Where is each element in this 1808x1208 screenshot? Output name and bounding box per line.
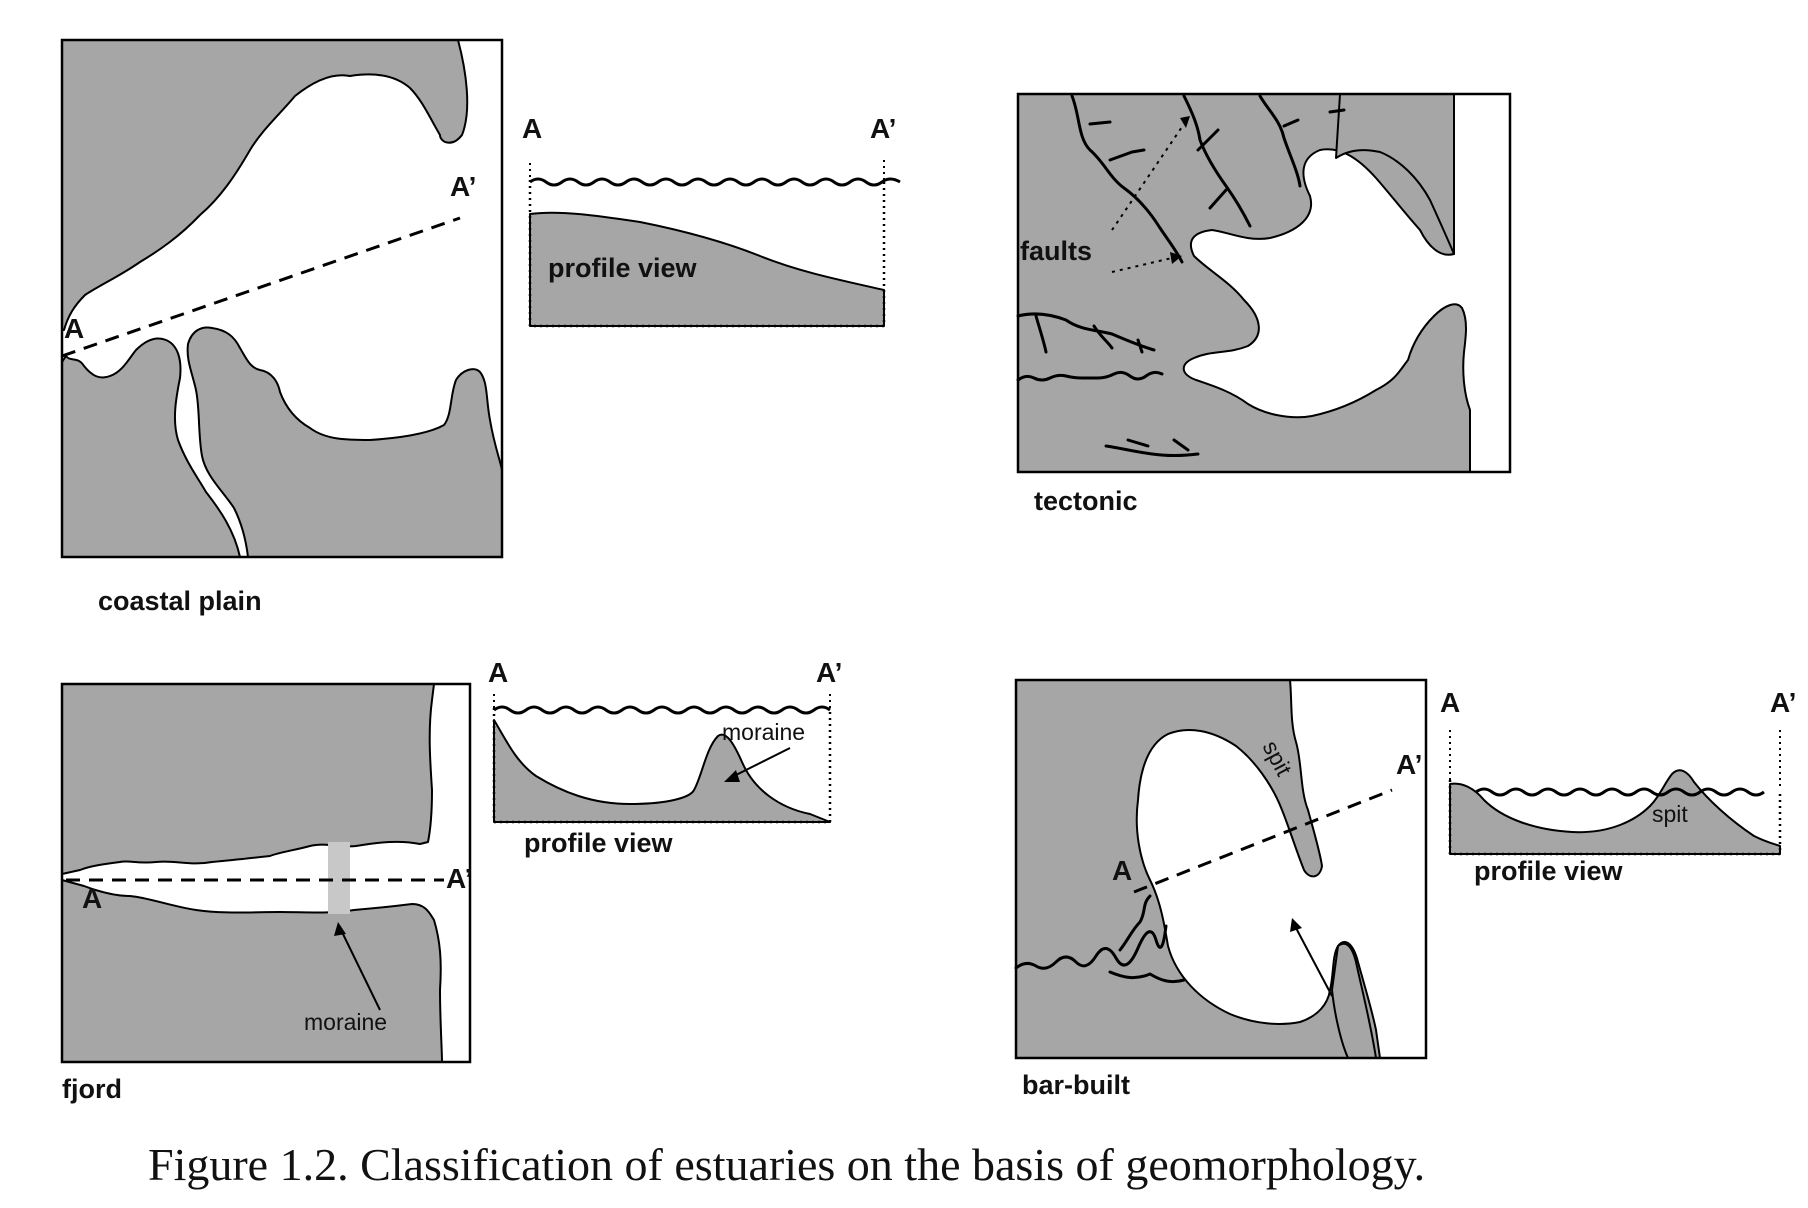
fjord-profile: A A’ moraine profile view	[488, 657, 842, 858]
tectonic-fault-5	[1034, 314, 1144, 354]
coastal-plain-profile-frame	[528, 180, 886, 328]
coastal-plain-profile-a-prime: A’	[870, 113, 896, 144]
coastal-plain-transect-line	[61, 216, 461, 358]
tectonic-north-shore	[1335, 93, 1455, 255]
bar-built-panel: A A’ spit bar-built A A’ spit profile vi…	[1014, 678, 1796, 1100]
coastal-plain-profile-bottom	[529, 211, 885, 327]
tectonic-fault-2	[1182, 94, 1252, 228]
fjord-profile-frame	[492, 708, 832, 824]
faults-arrow-lower-head	[1170, 252, 1182, 264]
fjord-map-frame	[60, 682, 472, 1064]
tectonic-label: tectonic	[1034, 486, 1138, 516]
fjord-moraine-shade	[328, 842, 350, 914]
fjord-south-land	[61, 879, 443, 1063]
bar-built-spit-arrow	[1295, 927, 1333, 997]
coastal-plain-water-surface	[529, 177, 901, 187]
coastal-plain-profile: A A’ profile view	[522, 113, 901, 328]
tectonic-fault-4	[1016, 312, 1156, 352]
bar-built-profile-a: A	[1440, 687, 1460, 718]
fjord-profile-label: profile view	[524, 828, 674, 858]
fjord-profile-bottom	[493, 719, 831, 823]
coastal-plain-point-a: A	[64, 313, 84, 344]
fjord-panel: A A’ moraine fjord A A’ moraine profile …	[60, 657, 842, 1104]
tectonic-fault-3	[1258, 94, 1302, 188]
fjord-north-land	[61, 683, 435, 875]
coastal-plain-profile-label: profile view	[548, 253, 698, 283]
coastal-plain-map-frame	[60, 38, 504, 559]
bar-built-profile-a-prime: A’	[1770, 687, 1796, 718]
fjord-profile-moraine-label: moraine	[722, 719, 805, 745]
faults-label: faults	[1020, 236, 1092, 266]
fjord-profile-a: A	[488, 657, 508, 688]
fjord-point-a-prime: A’	[446, 863, 472, 894]
fjord-profile-a-prime: A’	[816, 657, 842, 688]
bar-built-profile-frame	[1448, 780, 1782, 856]
fjord-profile-moraine-arrow	[733, 747, 791, 777]
bar-built-river-branch	[1118, 894, 1152, 952]
tectonic-map-frame	[1016, 92, 1512, 474]
bar-built-spit-south	[1331, 942, 1377, 1059]
tectonic-fault-1-branch	[1088, 120, 1146, 162]
coastal-plain-point-a-prime: A’	[450, 171, 476, 202]
coastal-plain-south-land	[61, 337, 241, 558]
bar-built-profile: A A’ spit profile view	[1440, 687, 1796, 886]
fjord-water-surface	[493, 705, 831, 715]
bar-built-river	[1014, 924, 1168, 970]
bar-built-point-a: A	[1112, 855, 1132, 886]
fjord-moraine-arrow-head	[334, 922, 346, 936]
tectonic-fault-1	[1070, 94, 1184, 264]
bar-built-water-surface	[1475, 787, 1765, 797]
coastal-plain-profile-a: A	[522, 113, 542, 144]
bar-built-spit-arrow-head	[1290, 918, 1302, 932]
bar-built-transect-line	[1133, 788, 1393, 894]
bar-built-land	[1015, 679, 1381, 1059]
fjord-label: fjord	[62, 1074, 122, 1104]
bar-built-creek	[1108, 970, 1186, 984]
tectonic-fault-7	[1104, 438, 1200, 457]
tectonic-fault-6	[1016, 370, 1164, 382]
fjord-point-a: A	[82, 883, 102, 914]
tectonic-fault-3-branch	[1282, 108, 1346, 128]
coastal-plain-north-land	[61, 39, 469, 331]
fjord-profile-moraine-arrow-head	[724, 770, 740, 782]
fjord-moraine-arrow	[341, 931, 381, 1011]
faults-arrow-lower	[1111, 257, 1173, 273]
fjord-moraine-label: moraine	[304, 1009, 387, 1035]
coastal-plain-label: coastal plain	[98, 586, 262, 616]
coastal-plain-panel: A A’ coastal plain A A’ profile view	[60, 38, 901, 616]
bar-built-label: bar-built	[1022, 1070, 1130, 1100]
bar-built-map-frame	[1014, 678, 1428, 1060]
coastal-plain-south-land-east	[186, 326, 503, 558]
tectonic-panel: faults tectonic	[1016, 92, 1512, 516]
bar-built-profile-spit-label: spit	[1652, 801, 1688, 827]
faults-arrow-upper	[1111, 123, 1185, 231]
tectonic-fault-2-branch	[1196, 128, 1228, 210]
bar-built-profile-bottom	[1449, 769, 1781, 855]
faults-arrow-upper-head	[1180, 116, 1190, 128]
bar-built-profile-label: profile view	[1474, 856, 1624, 886]
figure-caption: Figure 1.2. Classification of estuaries …	[148, 1139, 1425, 1190]
bar-built-point-a-prime: A’	[1396, 749, 1422, 780]
